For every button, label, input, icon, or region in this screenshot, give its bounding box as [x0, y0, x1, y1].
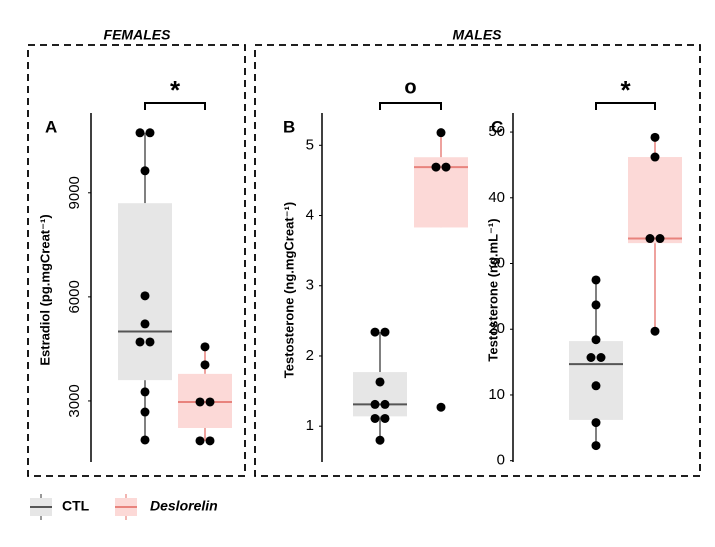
significance-bracket	[595, 102, 656, 110]
y-tick-label: 40	[488, 189, 505, 206]
y-tick-label: 50	[488, 123, 505, 140]
box	[414, 157, 468, 228]
data-point	[135, 337, 145, 347]
y-tick-label: 0	[497, 452, 505, 469]
data-point	[140, 166, 150, 176]
data-point	[375, 435, 385, 445]
data-point	[431, 162, 441, 172]
y-tick-label: 2	[306, 347, 314, 364]
data-point	[655, 234, 665, 244]
data-point	[650, 152, 660, 162]
panel-letter: A	[45, 117, 57, 136]
y-axis-label: Testosterone (ng.mgCreat⁻¹)	[281, 202, 296, 378]
box	[628, 157, 682, 244]
y-axis-label: Estradiol (pg.mgCreat⁻¹)	[37, 214, 52, 365]
data-point	[591, 418, 601, 428]
y-tick-label: 1	[306, 417, 314, 434]
y-tick-label: 20	[488, 320, 505, 337]
box	[569, 341, 623, 420]
y-axis-label: Testosterone (ng.mL⁻¹)	[485, 218, 500, 361]
significance-bracket	[379, 102, 442, 110]
data-point	[370, 413, 380, 423]
data-point	[140, 319, 150, 329]
data-point	[140, 435, 150, 445]
y-tick-label: 6000	[66, 280, 83, 313]
y-tick-label: 30	[488, 254, 505, 271]
y-tick-label: 3	[306, 277, 314, 294]
data-point	[135, 128, 145, 138]
box	[178, 373, 232, 429]
data-point	[380, 399, 390, 409]
data-point	[586, 352, 596, 362]
data-point	[195, 436, 205, 446]
significance-label: *	[620, 75, 631, 105]
data-point	[140, 291, 150, 301]
data-point	[200, 360, 210, 370]
data-point	[145, 337, 155, 347]
data-point	[195, 397, 205, 407]
data-point	[370, 399, 380, 409]
data-point	[591, 300, 601, 310]
group-title: FEMALES	[104, 27, 172, 43]
data-point	[591, 381, 601, 391]
data-point	[441, 162, 451, 172]
y-tick-label: 9000	[66, 176, 83, 209]
data-point	[375, 377, 385, 387]
data-point	[591, 275, 601, 285]
panel-letter: B	[283, 117, 295, 136]
significance-label: *	[170, 75, 181, 105]
data-point	[370, 327, 380, 337]
data-point	[205, 397, 215, 407]
y-tick-label: 5	[306, 136, 314, 153]
data-point	[380, 413, 390, 423]
legend-label: Deslorelin	[150, 498, 218, 514]
data-point	[650, 326, 660, 336]
legend-label: CTL	[62, 498, 90, 514]
y-tick-label: 10	[488, 386, 505, 403]
data-point	[205, 436, 215, 446]
group-title: MALES	[453, 27, 503, 43]
data-point	[645, 234, 655, 244]
panel-letter: C	[491, 117, 503, 136]
data-point	[145, 128, 155, 138]
y-tick-label: 4	[306, 206, 314, 223]
males-frame	[254, 44, 701, 477]
significance-bracket	[144, 102, 206, 110]
data-point	[200, 342, 210, 352]
data-point	[650, 132, 660, 142]
data-point	[140, 407, 150, 417]
significance-label: o	[404, 76, 416, 98]
females-frame	[27, 44, 246, 477]
data-point	[436, 128, 446, 138]
data-point	[596, 352, 606, 362]
y-tick-label: 3000	[66, 384, 83, 417]
data-point	[591, 441, 601, 451]
data-point	[140, 387, 150, 397]
data-point	[436, 402, 446, 412]
data-point	[591, 335, 601, 345]
data-point	[380, 327, 390, 337]
